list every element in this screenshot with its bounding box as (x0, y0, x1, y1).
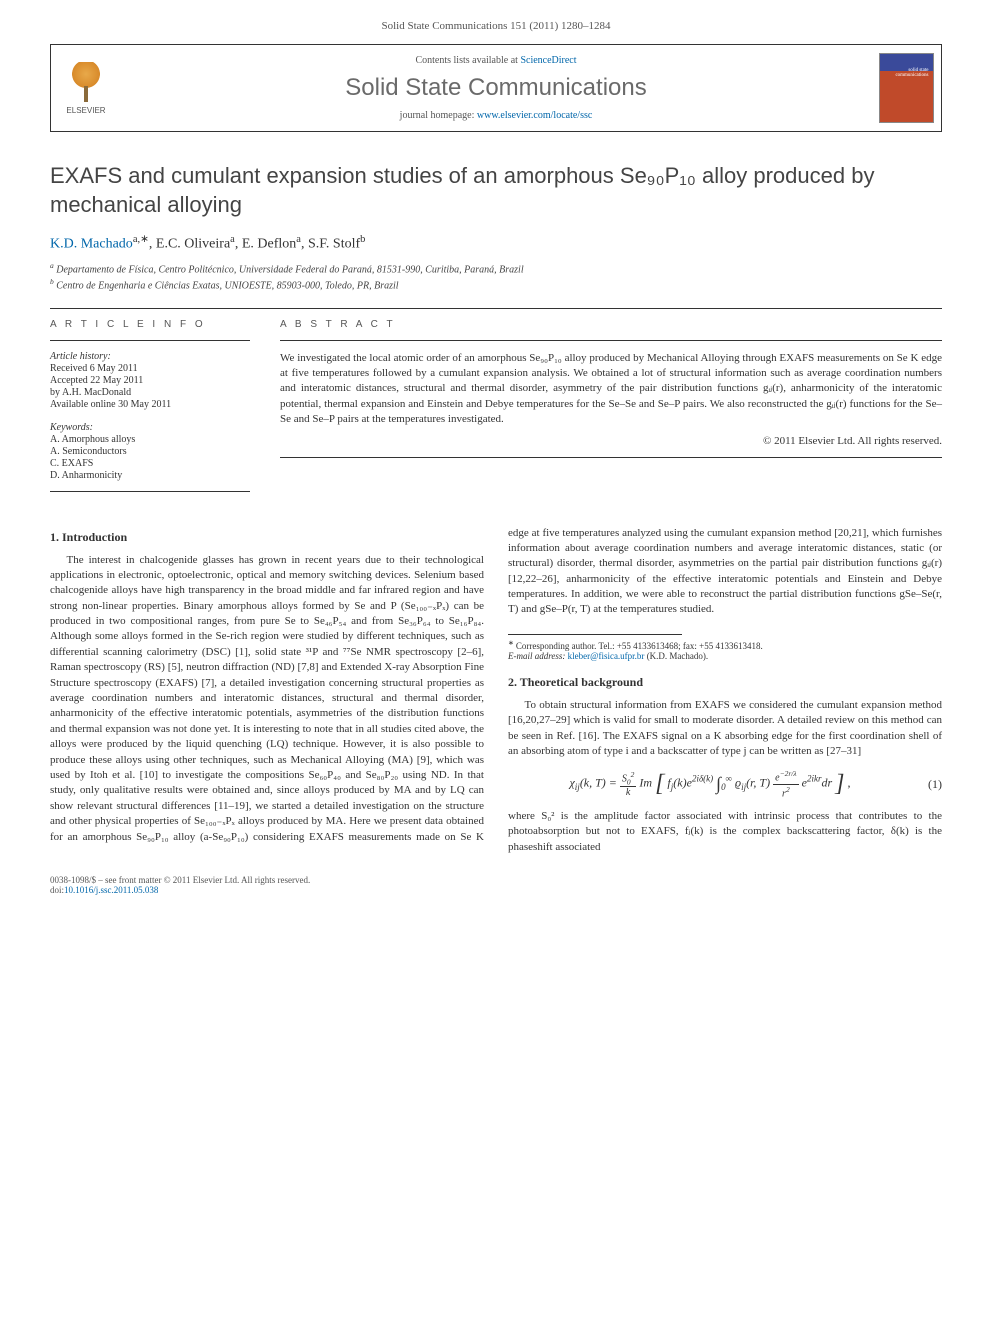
affil-sup: b (50, 277, 54, 286)
header-main: Contents lists available at ScienceDirec… (121, 45, 871, 131)
keyword: A. Amorphous alloys (50, 434, 250, 445)
author-sup: a (230, 234, 235, 245)
history-by: by A.H. MacDonald (50, 387, 250, 398)
author-name: E.C. Oliveira (156, 237, 230, 252)
doi-line: doi:10.1016/j.ssc.2011.05.038 (50, 885, 310, 895)
affil-sup: a (50, 261, 54, 270)
author-link-corresponding[interactable]: K.D. Machado (50, 237, 133, 252)
affil-text: Centro de Engenharia e Ciências Exatas, … (56, 281, 398, 292)
history-accepted: Accepted 22 May 2011 (50, 375, 250, 386)
rule (50, 491, 250, 492)
history-label: Article history: (50, 351, 250, 362)
theory-text: To obtain structural information from EX… (508, 698, 942, 760)
elsevier-logo: ELSEVIER (51, 45, 121, 131)
footnote-separator (508, 634, 682, 635)
email-suffix: (K.D. Machado). (647, 651, 708, 661)
intro-text: The interest in chalcogenide glasses has… (50, 526, 942, 856)
keyword: C. EXAFS (50, 458, 250, 469)
theory-after-para: where S₀² is the amplitude factor associ… (508, 809, 942, 855)
history-received: Received 6 May 2011 (50, 363, 250, 374)
doi-link[interactable]: 10.1016/j.ssc.2011.05.038 (64, 885, 158, 895)
doi-prefix: doi: (50, 885, 64, 895)
homepage-prefix: journal homepage: (400, 110, 477, 121)
journal-cover: solid state communications (871, 45, 941, 131)
article-info-heading: A R T I C L E I N F O (50, 319, 250, 330)
keywords-block: Keywords: A. Amorphous alloys A. Semicon… (50, 422, 250, 481)
elsevier-text: ELSEVIER (66, 106, 105, 115)
footnote-marker: ∗ (508, 640, 514, 647)
meta-row: A R T I C L E I N F O Article history: R… (50, 319, 942, 502)
journal-header: ELSEVIER Contents lists available at Sci… (50, 44, 942, 132)
affil-text: Departamento de Física, Centro Politécni… (56, 264, 523, 275)
footnote-text: Corresponding author. Tel.: +55 41336134… (516, 641, 763, 651)
author-sup: b (360, 234, 365, 245)
equation-1: χij(k, T) = S02k Im [ fj(k)e2iδ(k) ∫0∞ ϱ… (508, 769, 942, 799)
affiliations: a Departamento de Física, Centro Politéc… (50, 261, 942, 292)
front-matter: 0038-1098/$ – see front matter © 2011 El… (50, 875, 310, 885)
body-columns: 1. Introduction The interest in chalcoge… (50, 526, 942, 856)
affiliation: a Departamento de Física, Centro Politéc… (50, 261, 942, 275)
rule (50, 308, 942, 309)
abstract-text: We investigated the local atomic order o… (280, 351, 942, 428)
homepage-link[interactable]: www.elsevier.com/locate/ssc (477, 110, 592, 121)
theory-heading: 2. Theoretical background (508, 675, 942, 690)
history-online: Available online 30 May 2011 (50, 399, 250, 410)
contents-line: Contents lists available at ScienceDirec… (131, 55, 861, 66)
intro-para: The interest in chalcogenide glasses has… (50, 526, 942, 856)
keyword: A. Semiconductors (50, 446, 250, 457)
author-sup: a,∗ (133, 234, 149, 245)
author-name: E. Deflon (242, 237, 296, 252)
sciencedirect-link[interactable]: ScienceDirect (520, 55, 576, 66)
intro-heading: 1. Introduction (50, 530, 484, 545)
author-name: S.F. Stolf (308, 237, 360, 252)
cover-thumbnail: solid state communications (879, 53, 934, 123)
elsevier-tree-icon (66, 62, 106, 102)
keyword: D. Anharmonicity (50, 470, 250, 481)
journal-reference: Solid State Communications 151 (2011) 12… (50, 20, 942, 32)
rule (280, 457, 942, 458)
theory-after: where S₀² is the amplitude factor associ… (508, 809, 942, 855)
affiliation: b Centro de Engenharia e Ciências Exatas… (50, 277, 942, 291)
equation-math: χij(k, T) = S02k Im [ fj(k)e2iδ(k) ∫0∞ ϱ… (508, 769, 912, 799)
contents-prefix: Contents lists available at (415, 55, 520, 66)
journal-name: Solid State Communications (131, 74, 861, 102)
abstract-block: A B S T R A C T We investigated the loca… (280, 319, 942, 502)
email-link[interactable]: kleber@fisica.ufpr.br (568, 651, 645, 661)
rule (280, 340, 942, 341)
authors-line: K.D. Machadoa,∗, E.C. Oliveiraa, E. Defl… (50, 233, 942, 253)
bottom-left: 0038-1098/$ – see front matter © 2011 El… (50, 875, 310, 895)
theory-para: To obtain structural information from EX… (508, 698, 942, 760)
author-sup: a (296, 234, 301, 245)
corresponding-footnote: ∗ Corresponding author. Tel.: +55 413361… (508, 639, 942, 661)
article-info-block: A R T I C L E I N F O Article history: R… (50, 319, 250, 502)
equation-number: (1) (912, 777, 942, 792)
bottom-bar: 0038-1098/$ – see front matter © 2011 El… (50, 875, 942, 895)
cover-label: solid state communications (880, 68, 929, 79)
article-title: EXAFS and cumulant expansion studies of … (50, 162, 942, 219)
abstract-heading: A B S T R A C T (280, 319, 942, 330)
keywords-label: Keywords: (50, 422, 250, 433)
copyright: © 2011 Elsevier Ltd. All rights reserved… (280, 435, 942, 447)
homepage-line: journal homepage: www.elsevier.com/locat… (131, 110, 861, 121)
email-label: E-mail address: (508, 651, 565, 661)
rule (50, 340, 250, 341)
